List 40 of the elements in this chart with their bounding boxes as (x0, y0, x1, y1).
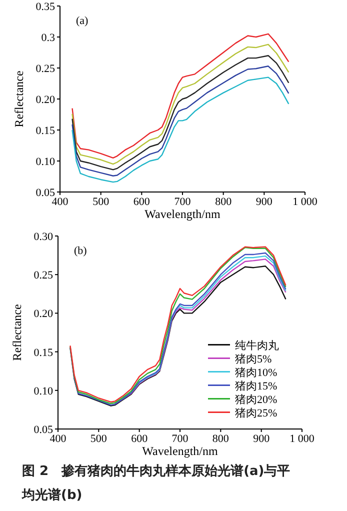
y-tick-label: 0.10 (34, 385, 54, 398)
x-tick-label: 700 (172, 433, 189, 445)
y-tick-label: 0.3 (41, 32, 56, 44)
x-tick-label: 900 (253, 433, 270, 445)
y-tick-label: 0.25 (34, 270, 54, 282)
y-tick-label: 0.15 (34, 346, 54, 359)
x-tick-label: 800 (215, 196, 232, 208)
legend-label: 猪肉5% (235, 352, 272, 366)
y-tick-label: 0.25 (36, 63, 56, 75)
legend-label: 猪肉10% (235, 366, 278, 379)
text: (b) (74, 245, 88, 257)
text: 图 2 掺有猪肉的牛肉丸样本原始光谱(a)与平均光谱(b) (22, 462, 292, 505)
x-tick-label: 800 (212, 433, 230, 445)
x-tick-label: 700 (174, 196, 192, 208)
text: (a) (76, 15, 89, 27)
y-tick-label: 0.15 (36, 125, 56, 137)
y-axis-title: Reflectance (12, 70, 26, 128)
legend-label: 猪肉25% (235, 406, 278, 420)
y-tick-label: 0.10 (36, 156, 56, 168)
y-tick-label: 0.05 (36, 187, 56, 199)
legend-label: 纯牛肉丸 (235, 338, 279, 352)
y-tick-label: 0.30 (34, 231, 54, 243)
y-tick-label: 0.20 (34, 308, 54, 320)
x-tick-label: 1 000 (292, 196, 318, 208)
x-axis-title: Wavelength/nm (142, 444, 218, 458)
y-tick-label: 0.20 (36, 94, 56, 106)
y-tick-label: 0.05 (34, 424, 54, 436)
x-axis-title: Wavelength/nm (144, 207, 221, 221)
x-tick-label: 600 (133, 196, 150, 208)
legend-label: 猪肉20% (235, 392, 278, 406)
y-axis-title: Reflectance (10, 304, 24, 361)
x-tick-label: 1 000 (290, 433, 315, 445)
x-tick-label: 500 (90, 433, 108, 445)
x-tick-label: 900 (256, 196, 273, 208)
y-tick-label: 0.35 (36, 1, 56, 13)
x-tick-label: 600 (131, 433, 148, 445)
legend-label: 猪肉15% (235, 379, 278, 392)
x-tick-label: 400 (52, 196, 69, 208)
x-tick-label: 400 (50, 433, 67, 445)
x-tick-label: 500 (92, 196, 110, 208)
